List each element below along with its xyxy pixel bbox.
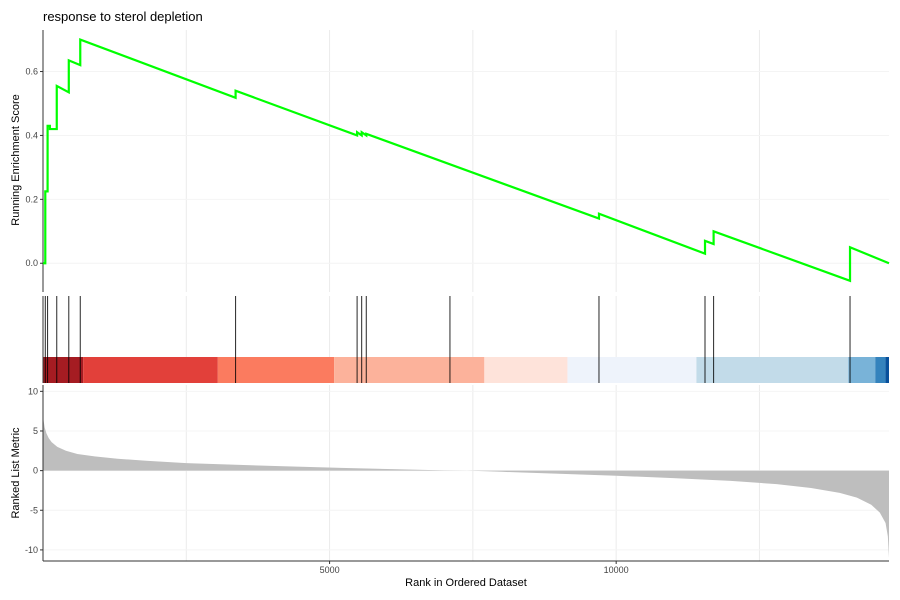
y-tick-label: -5 [30,505,38,515]
y-tick-label: 0 [33,466,38,476]
enrichment-panel: 0.0 0.2 0.4 0.6 Running Enrichment Score [10,30,890,292]
y-tick-label: 0.0 [25,258,38,268]
colorbar-segment [567,357,697,383]
enrichment-y-axis-title: Running Enrichment Score [10,94,22,225]
colorbar-segment [875,357,886,383]
y-tick-label: 5 [33,426,38,436]
x-axis-title: Rank in Ordered Dataset [405,577,527,589]
y-tick-label: 0.4 [25,130,38,140]
rank-colorbar [43,357,889,383]
colorbar-segment [217,357,335,383]
chart-title: response to sterol depletion [43,9,203,24]
x-axis: 5000 10000 [43,560,889,575]
gene-hits-panel [42,296,889,383]
colorbar-segment [43,357,84,383]
y-tick-label: -10 [25,545,38,555]
y-tick-label: 10 [28,386,38,396]
gene-hit-marks [44,296,851,383]
colorbar-segment [484,357,568,383]
colorbar-segment [334,357,485,383]
colorbar-segment [83,357,218,383]
enrichment-y-axis: 0.0 0.2 0.4 0.6 [25,30,44,292]
y-tick-label: 0.6 [25,67,38,77]
colorbar-segment [885,357,889,383]
enrichment-gridlines [43,30,889,292]
y-tick-label: 0.2 [25,194,38,204]
running-enrichment-score-line [43,38,890,283]
ranked-metric-panel: 10 5 0 -5 -10 Ranked List Metric [10,385,889,561]
x-tick-label: 5000 [320,565,340,575]
ranked-metric-y-axis-title: Ranked List Metric [10,427,22,519]
ranked-metric-y-axis: 10 5 0 -5 -10 [25,385,44,561]
colorbar-segment [848,357,876,383]
colorbar-segment [696,357,849,383]
x-tick-label: 10000 [604,565,629,575]
